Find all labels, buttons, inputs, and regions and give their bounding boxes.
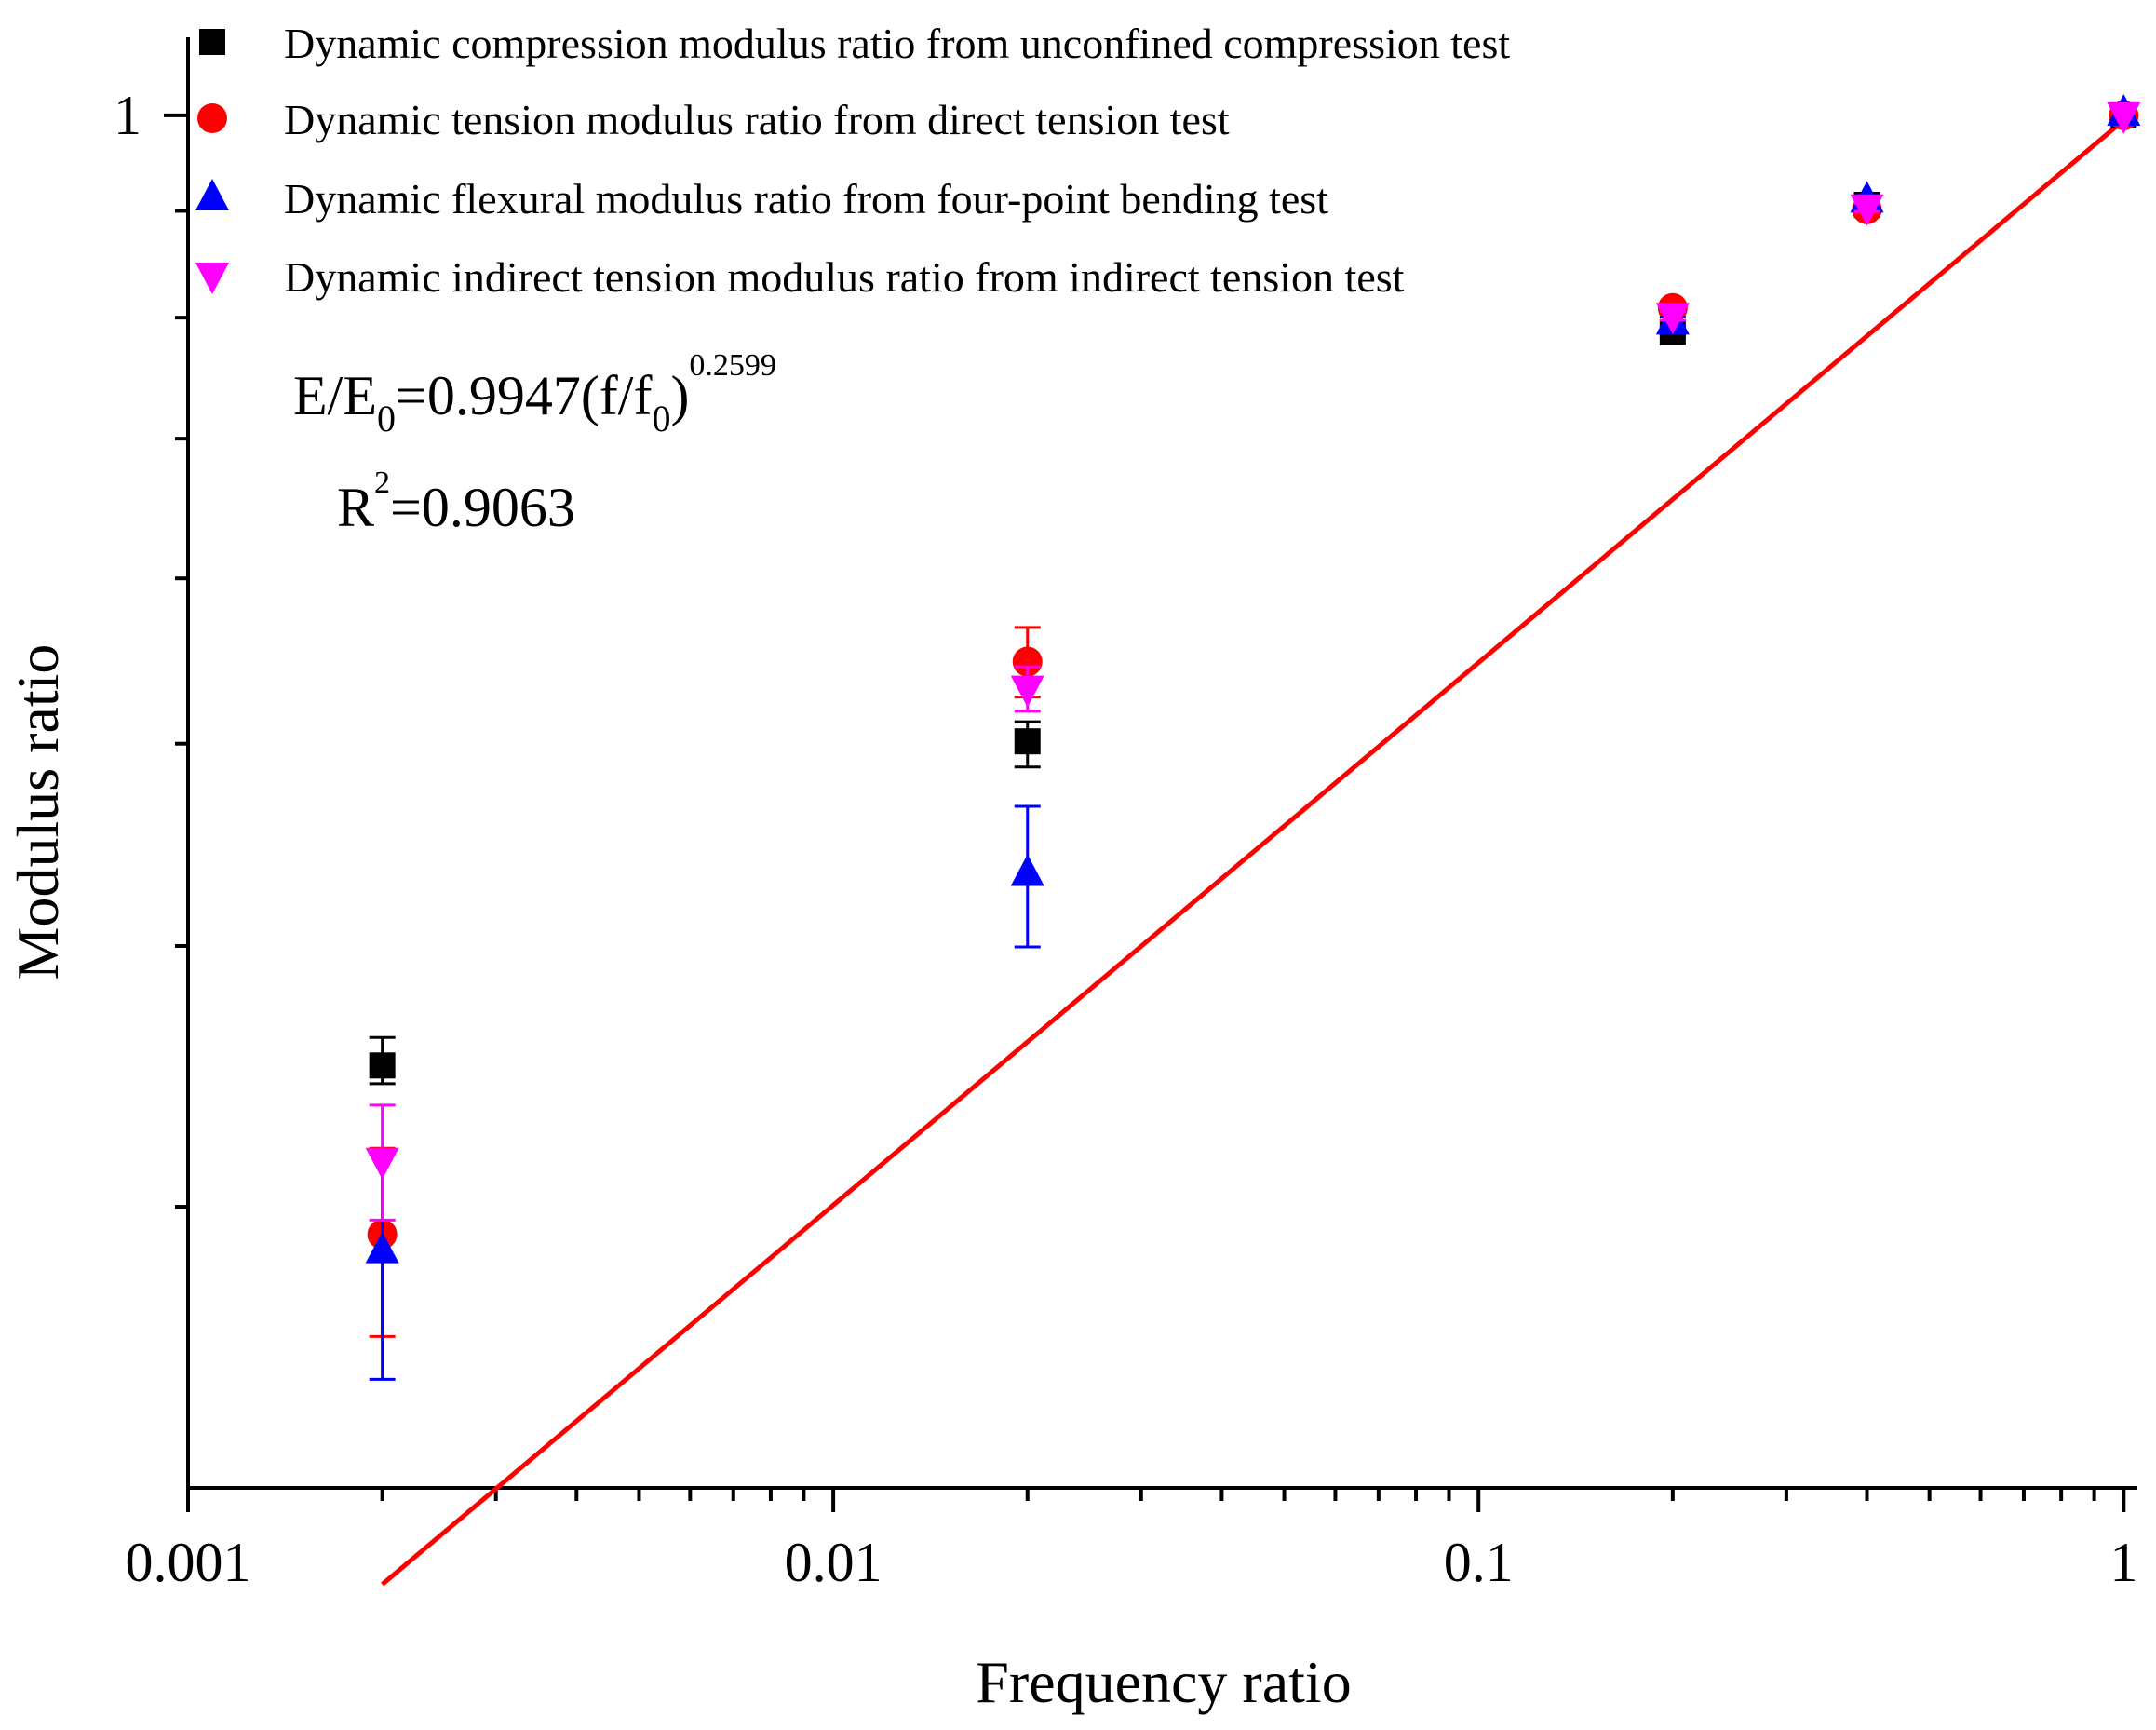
points-layer	[365, 93, 2141, 1381]
x-tick-label: 1	[2109, 1532, 2137, 1593]
data-point	[2107, 101, 2141, 134]
y-tick-label: 1	[114, 85, 141, 146]
legend-marker	[195, 179, 229, 210]
data-point	[1010, 854, 1044, 886]
data-point	[1014, 728, 1041, 755]
data-point	[1655, 303, 1690, 335]
data-point	[365, 1231, 399, 1264]
series-4	[365, 101, 2141, 1222]
legend-label: Dynamic indirect tension modulus ratio f…	[284, 253, 1405, 301]
equation-exponent: 0.2599	[689, 348, 776, 383]
axes	[164, 37, 2137, 1512]
fit-line	[381, 118, 2125, 1587]
data-point	[1012, 646, 1043, 677]
x-tick-label: 0.1	[1444, 1532, 1514, 1593]
equation-lhs-sub: 0	[377, 398, 396, 439]
r2-sup: 2	[374, 466, 390, 500]
data-point	[369, 1052, 396, 1079]
x-tick-label: 0.001	[126, 1532, 251, 1593]
y-axis-title: Modulus ratio	[5, 644, 71, 980]
r2-prefix: R	[337, 477, 374, 538]
legend: Dynamic compression modulus ratio from u…	[195, 20, 1510, 301]
legend-label: Dynamic tension modulus ratio from direc…	[284, 96, 1230, 143]
r-squared: R2=0.9063	[337, 466, 575, 538]
fit-equation: E/E0=0.9947(f/f0)0.2599	[293, 348, 776, 439]
data-point	[1850, 194, 1884, 226]
fit-layer	[381, 118, 2125, 1587]
tick-labels: 0.001 0.01 0.1 1 1	[114, 85, 2137, 1593]
legend-marker	[197, 103, 227, 133]
data-point	[1010, 675, 1044, 708]
legend-label: Dynamic flexural modulus ratio from four…	[284, 175, 1328, 223]
legend-marker	[199, 29, 225, 55]
equation-mid-sub: 0	[652, 398, 670, 439]
legend-marker	[195, 263, 229, 294]
x-axis-title: Frequency ratio	[976, 1649, 1351, 1715]
series-1	[369, 101, 2137, 1086]
equation-close: )	[670, 365, 689, 426]
data-point	[365, 1147, 399, 1180]
equation-lhs: E/E	[293, 365, 377, 426]
equation-mid: =0.9947(f/f	[396, 365, 652, 426]
x-tick-label: 0.01	[785, 1532, 883, 1593]
legend-label: Dynamic compression modulus ratio from u…	[284, 20, 1510, 67]
r2-value: =0.9063	[390, 477, 575, 538]
